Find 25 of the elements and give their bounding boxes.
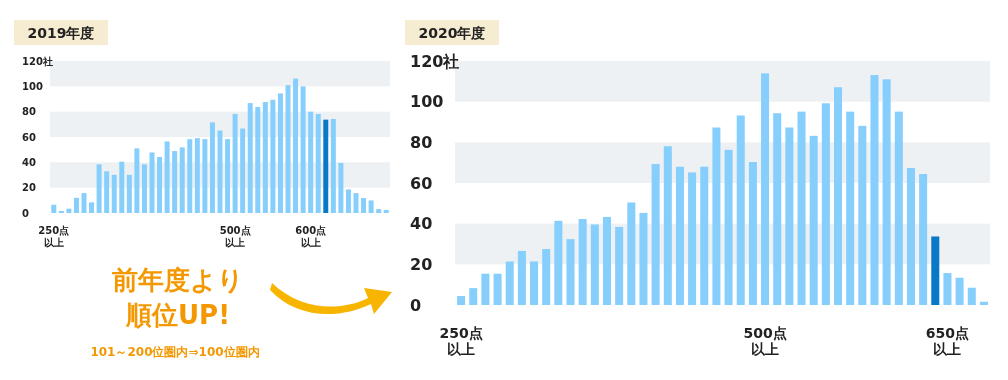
text: 前年度より <box>111 265 244 295</box>
y-tick-label: 100 <box>410 92 444 112</box>
x-tick-label: 250点以上 <box>38 225 70 248</box>
y-tick-label: 120社 <box>22 55 53 67</box>
x-tick-label: 500点以上 <box>743 325 787 357</box>
y-tick-label: 60 <box>22 131 36 143</box>
y-tick-label: 80 <box>410 132 433 152</box>
y-tick-label: 20 <box>410 254 433 274</box>
x-tick-label: 650点以上 <box>925 325 970 357</box>
y-tick-label: 120社 <box>410 51 460 71</box>
text: 101～200位圏内⇒100位圏内 <box>90 345 260 359</box>
y-tick-label: 40 <box>410 214 433 234</box>
y-tick-label: 80 <box>22 106 36 118</box>
chart-title: 2019年度 <box>27 25 95 41</box>
x-tick-label: 500点以上 <box>219 225 251 248</box>
y-tick-label: 40 <box>22 156 36 168</box>
chart-title: 2020年度 <box>418 25 486 41</box>
y-tick-label: 0 <box>22 207 29 219</box>
y-tick-label: 60 <box>410 173 433 193</box>
x-tick-label: 250点以上 <box>439 325 483 357</box>
text: 順位UP! <box>124 300 231 330</box>
y-tick-label: 20 <box>22 182 36 194</box>
y-tick-label: 0 <box>410 295 422 315</box>
y-tick-label: 100 <box>22 80 43 92</box>
x-tick-label: 600点以上 <box>295 225 327 248</box>
